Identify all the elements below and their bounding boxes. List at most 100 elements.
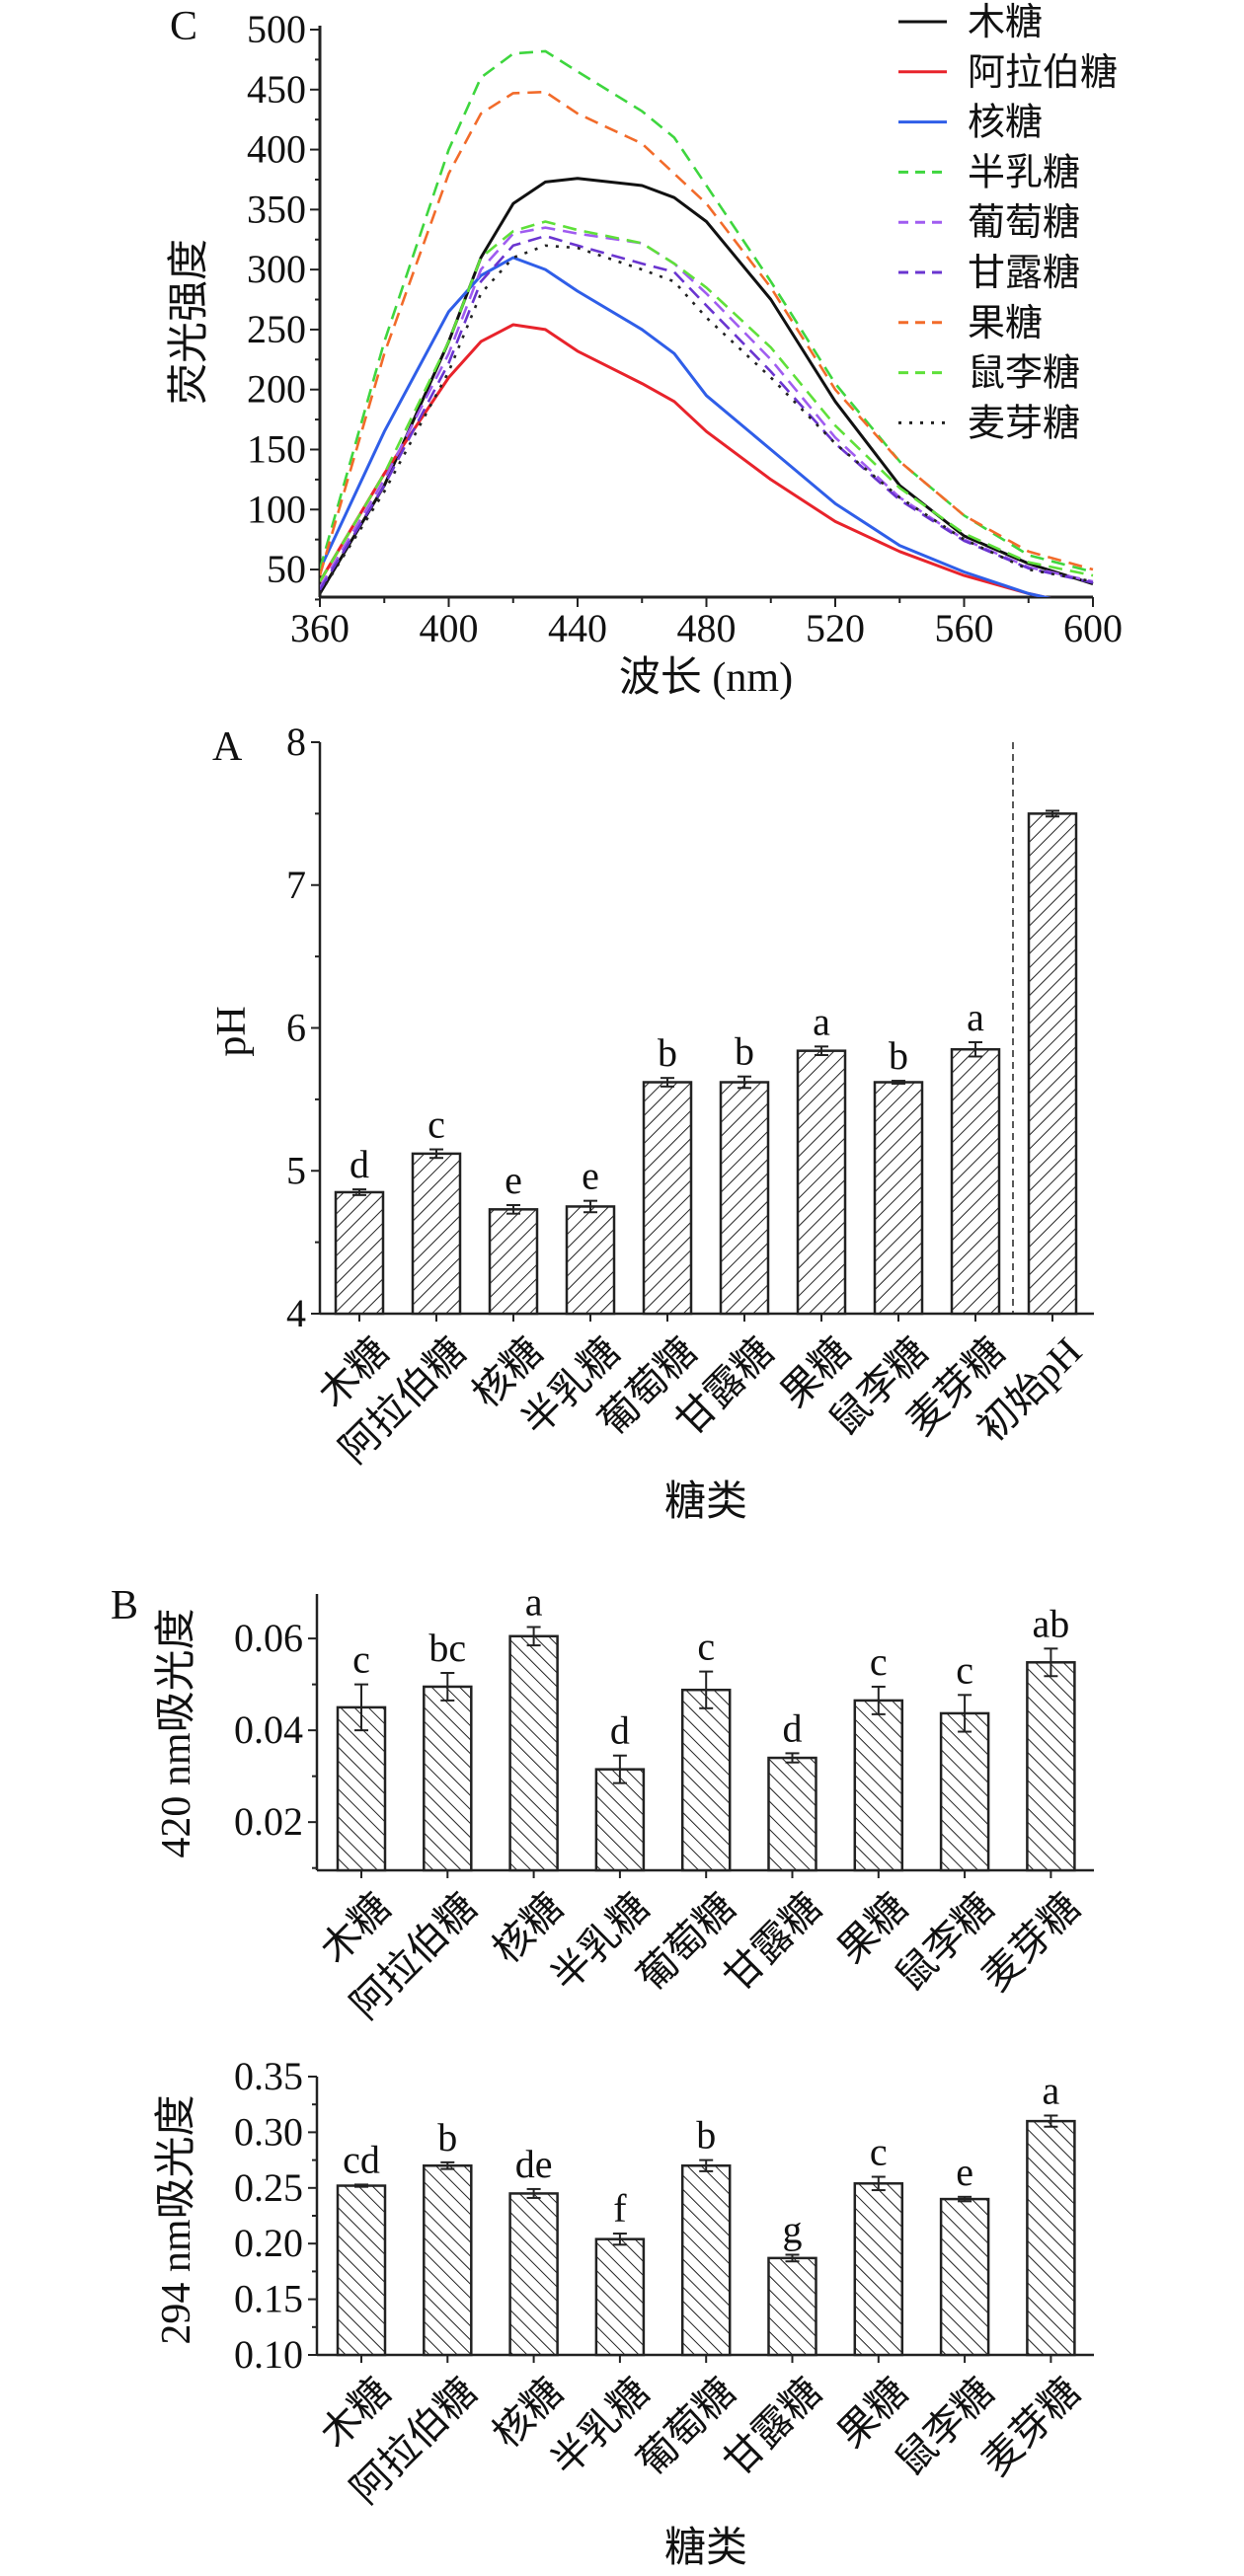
- bar: [642, 1081, 693, 1316]
- category-label: 麦芽糖: [973, 2369, 1089, 2484]
- y-tick-label: 250: [247, 307, 306, 351]
- error-bar: [1046, 809, 1059, 818]
- y-axis-label: 420 nm吸光度: [154, 1608, 199, 1857]
- y-tick-label: 500: [247, 7, 306, 51]
- legend-label: 木糖: [968, 2, 1043, 43]
- bar: [423, 1685, 473, 1872]
- y-tick-label: 7: [286, 863, 306, 907]
- significance-letter: de: [515, 2142, 553, 2186]
- y-tick-label: 8: [286, 720, 306, 764]
- chart-c: 50 100 150 200 250 300 350 400 450 500 360 400 440 48…: [167, 2, 1123, 701]
- category-label: 葡萄糖: [629, 2369, 744, 2484]
- error-bar: [1044, 2114, 1058, 2128]
- y-tick-label: 200: [247, 367, 306, 412]
- bar: [411, 1152, 462, 1316]
- x-axis-label: 糖类: [664, 1479, 747, 1525]
- x-tick-label: 560: [935, 606, 994, 650]
- significance-letter: e: [505, 1158, 522, 1202]
- x-axis-label: 糖类: [664, 2526, 747, 2571]
- bar: [680, 1688, 732, 1872]
- error-bar: [354, 1683, 368, 1732]
- bar: [719, 1081, 770, 1316]
- error-bar: [429, 1148, 443, 1160]
- error-bar: [738, 1075, 751, 1090]
- y-tick-label: 0.25: [234, 2165, 303, 2210]
- y-axis-label: 荧光强度: [167, 239, 212, 405]
- bar: [873, 1081, 924, 1316]
- bar: [939, 1711, 990, 1872]
- y-tick-label: 0.15: [234, 2277, 303, 2321]
- y-tick-label: 50: [267, 547, 306, 591]
- error-bar: [506, 1203, 520, 1215]
- significance-letter: a: [967, 995, 984, 1039]
- panel-label: B: [111, 1583, 138, 1629]
- significance-letter: a: [1043, 2068, 1060, 2112]
- error-bar: [892, 1080, 905, 1085]
- category-label: 半乳糖: [542, 2369, 658, 2484]
- error-bar: [785, 2253, 800, 2263]
- y-axis-label: 294 nm吸光度: [154, 2094, 199, 2344]
- legend-label: 阿拉伯糖: [968, 52, 1118, 94]
- x-tick-label: 600: [1063, 606, 1123, 650]
- legend-label: 葡萄糖: [968, 202, 1080, 244]
- y-tick-label: 0.30: [234, 2109, 303, 2154]
- series-line-3: [320, 49, 1094, 573]
- error-bar: [661, 1077, 674, 1088]
- bar: [508, 2192, 559, 2357]
- bar: [853, 2182, 904, 2357]
- significance-letter: f: [613, 2186, 627, 2231]
- error-bar: [699, 1670, 714, 1709]
- error-bar: [969, 1040, 982, 1058]
- category-label: 半乳糖: [542, 1884, 658, 2000]
- bar: [336, 1705, 387, 1872]
- legend-label: 甘露糖: [968, 253, 1080, 294]
- category-label: 甘露糖: [715, 2369, 830, 2484]
- bar: [594, 2237, 646, 2357]
- significance-letter: e: [582, 1154, 599, 1198]
- y-tick-label: 0.06: [234, 1616, 303, 1660]
- error-bar: [958, 1694, 972, 1733]
- y-tick-label: 0.35: [234, 2054, 303, 2098]
- significance-letter: d: [610, 1708, 630, 1753]
- bar: [796, 1049, 847, 1316]
- bar: [950, 1047, 1001, 1316]
- series-line-6: [320, 90, 1094, 576]
- significance-letter: a: [525, 1579, 543, 1624]
- y-tick-label: 0.04: [234, 1707, 303, 1752]
- y-tick-label: 300: [247, 247, 306, 291]
- significance-letter: c: [870, 2130, 888, 2174]
- error-bar: [526, 2187, 541, 2199]
- chart-1: 45678d木糖c阿拉伯糖e核糖e半乳糖b葡萄糖b甘露糖a果糖b鼠李糖a麦芽糖初…: [209, 720, 1094, 1525]
- significance-letter: b: [889, 1033, 908, 1078]
- significance-letter: cd: [343, 2137, 380, 2181]
- significance-letter: b: [696, 2113, 716, 2158]
- significance-letter: b: [658, 1030, 677, 1075]
- y-tick-label: 0.10: [234, 2332, 303, 2377]
- bar: [680, 2163, 732, 2357]
- error-bar: [352, 1188, 366, 1196]
- series-line-2: [320, 256, 1051, 597]
- significance-letter: c: [956, 1647, 973, 1692]
- x-axis-label: 波长 (nm): [619, 655, 793, 701]
- y-tick-label: 150: [247, 426, 306, 471]
- bar: [853, 1699, 904, 1872]
- legend-label: 半乳糖: [968, 152, 1080, 193]
- bar: [565, 1205, 616, 1316]
- significance-letter: a: [813, 999, 830, 1043]
- legend-label: 麦芽糖: [968, 403, 1080, 444]
- significance-letter: b: [437, 2115, 457, 2159]
- significance-letter: b: [735, 1029, 754, 1074]
- x-tick-label: 360: [290, 606, 350, 650]
- legend-label: 鼠李糖: [968, 353, 1080, 395]
- bar: [423, 2163, 473, 2357]
- x-tick-label: 480: [677, 606, 737, 650]
- x-tick-label: 520: [806, 606, 865, 650]
- legend-label: 果糖: [968, 303, 1043, 344]
- bar: [1026, 2119, 1076, 2357]
- y-tick-label: 450: [247, 67, 306, 112]
- bar: [336, 2184, 387, 2357]
- series-group: [320, 49, 1094, 597]
- significance-letter: d: [783, 1705, 803, 1750]
- error-bar: [612, 2233, 627, 2246]
